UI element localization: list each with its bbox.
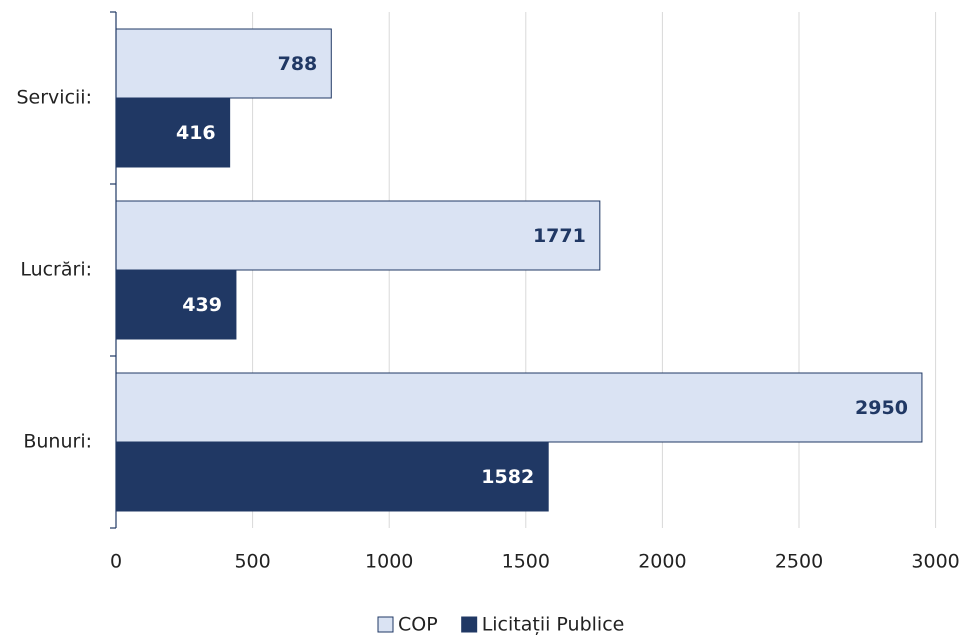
x-tick-label: 500	[234, 551, 270, 573]
category-label: Servicii:	[17, 87, 93, 109]
bar	[115, 372, 923, 443]
category-label: Bunuri:	[23, 431, 92, 453]
value-label: 439	[182, 294, 222, 316]
x-tick-label: 3000	[911, 551, 959, 573]
x-tick-label: 2000	[638, 551, 686, 573]
x-tick-label: 1500	[502, 551, 550, 573]
value-label: 416	[176, 122, 216, 144]
value-label: 788	[278, 53, 318, 75]
bar	[115, 441, 549, 512]
legend-swatch	[377, 616, 394, 633]
value-label: 1582	[481, 466, 534, 488]
bar	[115, 200, 601, 271]
legend-label: Licitații Publice	[482, 614, 625, 636]
x-tick-label: 1000	[365, 551, 413, 573]
value-label: 2950	[855, 397, 908, 419]
legend-swatch	[461, 616, 478, 633]
bar	[115, 269, 237, 340]
legend-label: COP	[398, 614, 438, 636]
x-tick-label: 0	[110, 551, 122, 573]
x-tick-label: 2500	[775, 551, 823, 573]
category-label: Lucrări:	[20, 259, 92, 281]
value-label: 1771	[533, 225, 586, 247]
